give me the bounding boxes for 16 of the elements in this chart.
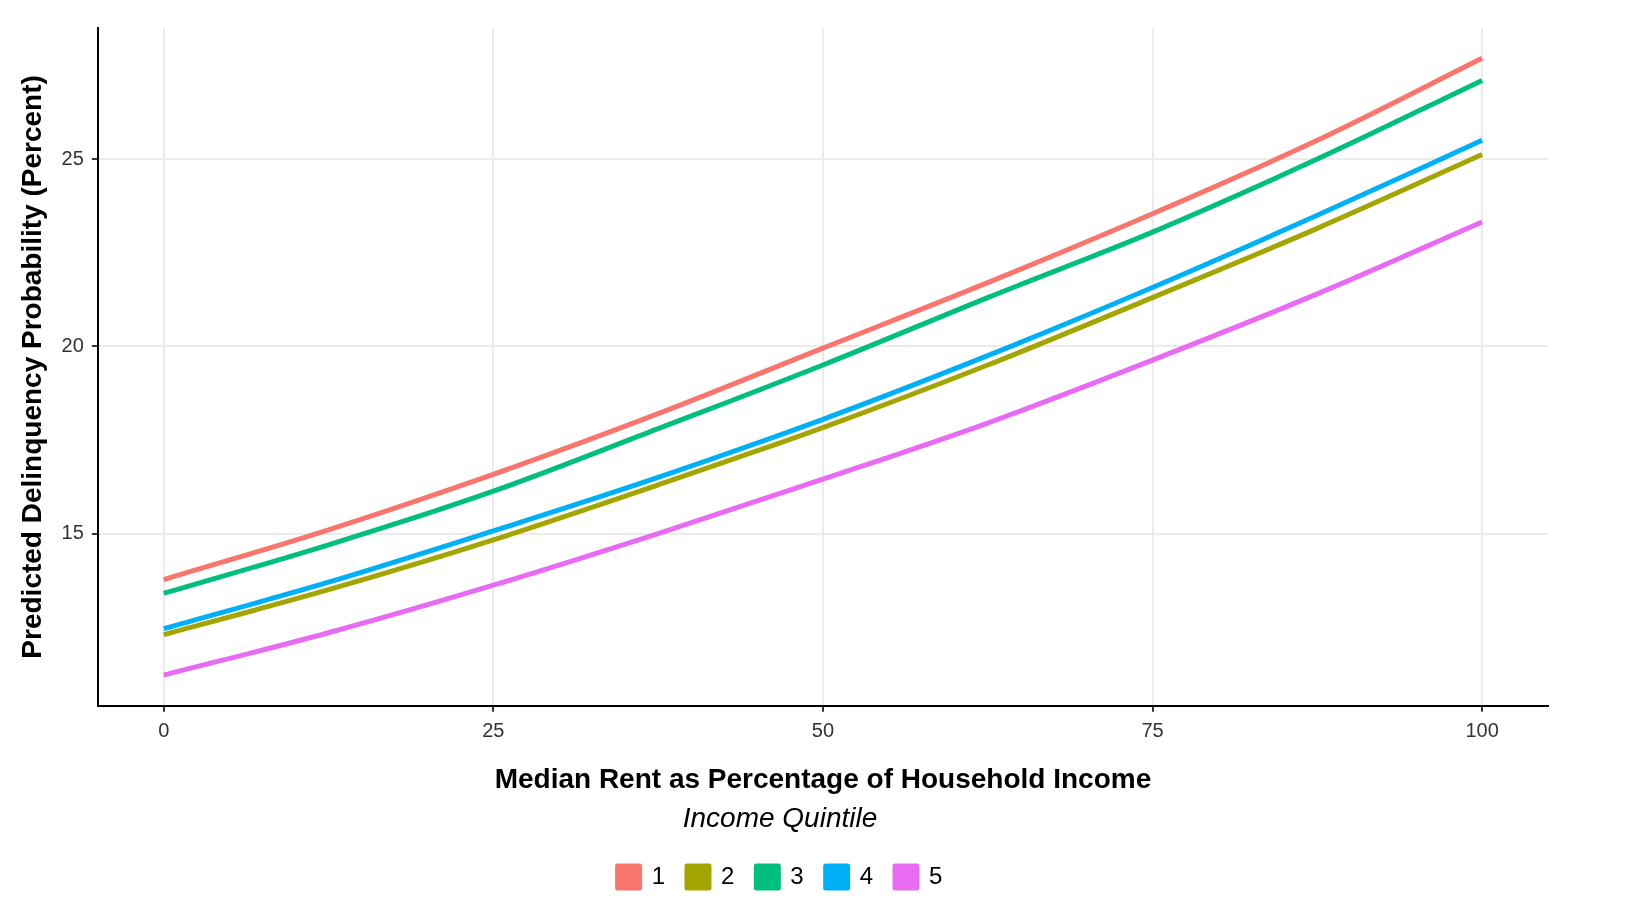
legend-label: 1 [651,861,665,889]
y-axis-title: Predicted Delinquency Probability (Percent) [15,75,47,659]
x-tick-label: 100 [1465,719,1499,742]
legend-label: 3 [790,861,804,889]
y-tick-label: 25 [61,146,84,169]
legend-label: 5 [929,861,943,889]
legend-label: 2 [720,861,735,889]
legend-title: Income Quintile [682,802,878,834]
x-axis-title: Median Rent as Percentage of Household Income [494,763,1152,795]
x-tick-label: 25 [482,719,505,742]
x-tick-label: 50 [811,719,835,742]
y-tick-label: 20 [61,333,84,356]
x-tick-label: 75 [1141,719,1164,742]
legend-label: 4 [859,861,874,889]
y-tick-label: 15 [61,521,84,544]
x-tick-label: 0 [158,719,170,742]
